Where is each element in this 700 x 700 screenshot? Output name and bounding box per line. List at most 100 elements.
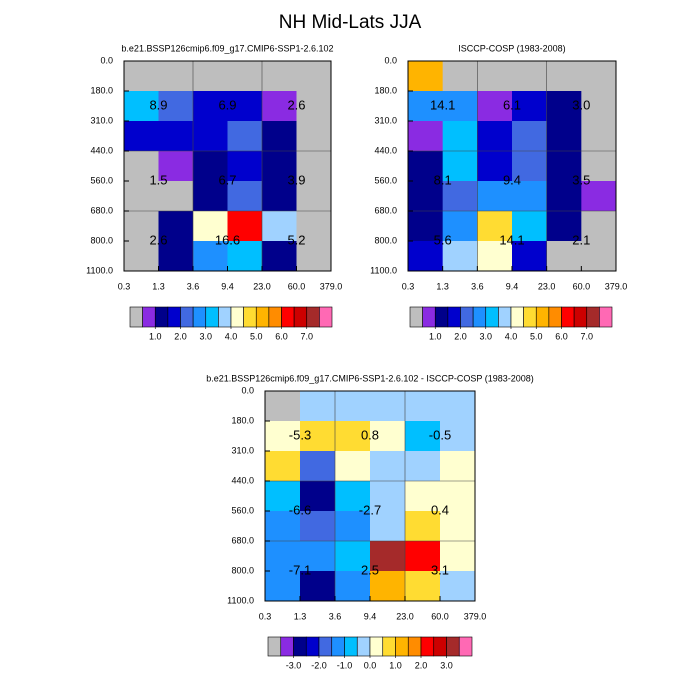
cell-annotation: -6.6 [289,502,311,517]
cell [408,121,444,152]
colorbar-box [205,306,219,328]
x-tick-label: 379.0 [464,611,487,621]
cell [440,451,476,482]
cell-annotation: 2.1 [572,232,590,247]
cell [512,241,548,272]
y-tick-label: 0.0 [100,55,113,65]
cell [265,541,301,572]
cell [477,211,513,242]
cell [193,241,228,272]
cell [296,241,332,272]
y-tick-label: 1100.0 [370,265,397,275]
cell [227,121,263,152]
colorbar-label: -1.0 [337,660,353,670]
colorbar-box [167,306,181,328]
colorbar-label: 5.0 [250,331,263,341]
colorbar-box [447,306,461,328]
colorbar-box [395,636,409,657]
x-tick-label: 1.3 [294,611,307,621]
cell-annotation: 3.1 [431,562,449,577]
cell [405,541,441,572]
cell [408,241,444,272]
cell [442,241,478,272]
y-tick-label: 800.0 [90,235,113,245]
cell [370,481,406,512]
cell [227,61,263,92]
cell-annotation: 3.9 [287,172,305,187]
colorbar-box [293,636,307,657]
y-tick-label: 560.0 [231,505,254,515]
colorbar-box [129,306,143,328]
x-tick-label: 379.0 [605,281,628,291]
colorbar-box [460,306,474,328]
cell [265,571,301,602]
cell [477,91,513,122]
colorbar-label: 2.0 [174,331,187,341]
cell [546,181,582,212]
colorbar-box [344,636,358,657]
cell [124,121,159,152]
cell [193,61,228,92]
colorbar-box [434,306,449,328]
y-tick-label: 560.0 [374,175,397,185]
cell [335,541,371,572]
cell [296,211,332,242]
cell [265,481,301,512]
cell [477,61,513,92]
cell [546,121,582,152]
cell-annotation: -2.7 [359,502,381,517]
colorbar-box [280,636,294,657]
colorbar-label: 7.0 [580,331,593,341]
y-tick-label: 560.0 [90,175,113,185]
x-tick-label: 9.4 [221,281,234,291]
x-tick-label: 60.0 [573,281,591,291]
cell-annotation: -7.1 [289,562,311,577]
cell-annotation: 9.4 [503,172,521,187]
cell [124,91,159,122]
panel-title: ISCCP-COSP (1983-2008) [458,43,565,53]
cell [265,511,301,542]
cell [265,451,301,482]
y-tick-label: 0.0 [384,55,397,65]
cell [546,211,582,242]
cell [193,151,228,182]
cell [335,391,371,422]
cell [124,61,159,92]
cell [440,481,476,512]
cell [193,121,228,152]
cell [158,181,194,212]
cell-annotation: 0.8 [361,427,379,442]
cell [227,211,263,242]
cell [405,451,441,482]
y-tick-label: 680.0 [374,205,397,215]
colorbar-label: 6.0 [275,331,288,341]
cell [440,511,476,542]
y-tick-label: 180.0 [374,85,397,95]
cell-annotation: 8.9 [149,97,167,112]
colorbar-box [433,636,447,657]
cell [227,151,263,182]
cell [124,211,159,242]
colorbar-label: 4.0 [225,331,238,341]
panel-title: b.e21.BSSP126cmip6.f09_g17.CMIP6-SSP1-2.… [206,373,534,383]
cell [408,211,444,242]
panel-title: b.e21.BSSP126cmip6.f09_g17.CMIP6-SSP1-2.… [121,43,333,53]
colorbar-label: -2.0 [311,660,327,670]
colorbar-label: 3.0 [199,331,212,341]
colorbar-box [498,306,512,328]
cell [581,211,617,242]
cell [335,511,371,542]
cell [158,241,194,272]
cell-annotation: 8.1 [434,172,452,187]
cell [193,91,228,122]
cell-annotation: 1.5 [149,172,167,187]
cell [512,121,548,152]
x-tick-label: 23.0 [396,611,414,621]
cell [158,211,194,242]
cell [158,121,194,152]
cell [581,181,617,212]
cell-annotation: -0.5 [429,427,451,442]
cell [546,151,582,182]
cell [405,481,441,512]
y-tick-label: 800.0 [231,565,254,575]
